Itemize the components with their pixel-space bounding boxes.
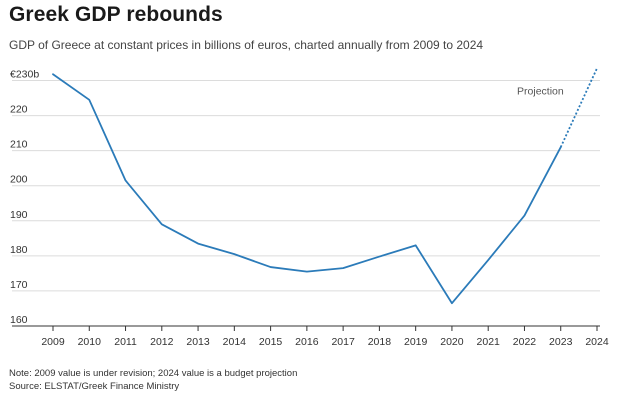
projection-label: Projection [517,86,564,98]
y-tick-label: 160 [10,314,28,326]
x-tick-label: 2020 [440,336,464,348]
x-tick-label: 2009 [41,336,65,348]
gdp-line-projection [559,67,598,148]
footnote: Note: 2009 value is under revision; 2024… [9,368,298,379]
x-tick-label: 2023 [549,336,573,348]
y-tick-label: 220 [10,104,28,116]
x-tick-label: 2010 [78,336,102,348]
gdp-series [52,67,598,305]
source-note: Source: ELSTAT/Greek Finance Ministry [9,381,180,392]
x-tick-label: 2011 [114,336,137,348]
x-axis-ticks: 2009 2010 2011 2012 2013 2014 2015 2016 2017 2018… [41,326,609,348]
x-tick-label: 2018 [368,336,392,348]
y-tick-label: 210 [10,139,28,151]
grid-lines [12,80,600,292]
y-tick-label: 170 [10,279,28,291]
chart-subtitle: GDP of Greece at constant prices in bill… [9,38,484,52]
x-tick-label: 2014 [223,336,247,348]
y-axis-tick-labels: 160 170 180 190 200 210 220 €230b [10,69,39,326]
x-tick-label: 2017 [331,336,355,348]
y-tick-label: 200 [10,174,28,186]
gdp-line-actual [52,73,562,305]
x-tick-label: 2016 [295,336,319,348]
x-tick-label: 2024 [585,336,609,348]
y-tick-label: 190 [10,209,28,221]
y-tick-label: 180 [10,244,28,256]
x-tick-label: 2021 [477,336,501,348]
x-tick-label: 2019 [404,336,428,348]
chart-title: Greek GDP rebounds [9,3,223,26]
x-tick-label: 2015 [259,336,283,348]
y-tick-label: €230b [10,69,39,81]
x-tick-label: 2013 [186,336,210,348]
x-tick-label: 2012 [150,336,174,348]
x-tick-label: 2022 [513,336,537,348]
